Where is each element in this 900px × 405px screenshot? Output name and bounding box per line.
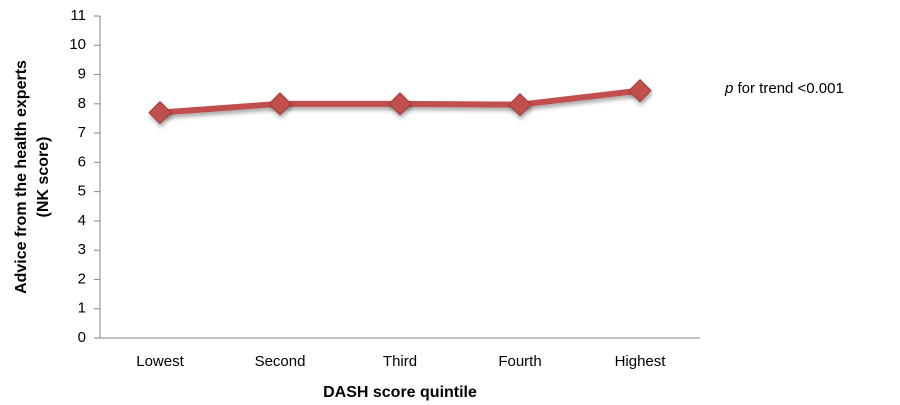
x-tick-label: Third [383, 353, 417, 370]
annotation-text: for trend <0.001 [733, 80, 844, 97]
annotation: p for trend <0.001 [724, 80, 844, 97]
y-tick-label: 6 [78, 153, 86, 170]
marker [268, 92, 292, 116]
x-tick-label: Lowest [136, 353, 184, 370]
x-tick-label: Second [255, 353, 306, 370]
x-tick-label: Highest [615, 353, 667, 370]
y-tick-label: 0 [78, 329, 86, 346]
y-tick-label: 11 [70, 7, 86, 24]
x-tick-label: Fourth [498, 353, 541, 370]
x-axis-label: DASH score quintile [323, 384, 477, 401]
y-tick-label: 2 [78, 270, 86, 287]
y-tick-label: 8 [78, 95, 86, 112]
y-axis-label: Advice from the health experts [13, 60, 30, 294]
y-tick-label: 1 [78, 300, 86, 317]
annotation-italic: p [724, 80, 733, 97]
y-tick-label: 9 [78, 66, 86, 83]
y-tick-label: 10 [69, 36, 86, 53]
y-tick-label: 4 [78, 212, 86, 229]
y-axis-label: (NK score) [35, 137, 52, 218]
marker [388, 92, 412, 116]
marker [628, 78, 652, 103]
y-tick-label: 3 [78, 241, 86, 258]
marker [508, 92, 532, 117]
marker [148, 100, 172, 125]
y-tick-label: 7 [78, 124, 86, 141]
y-tick-label: 5 [78, 183, 86, 200]
